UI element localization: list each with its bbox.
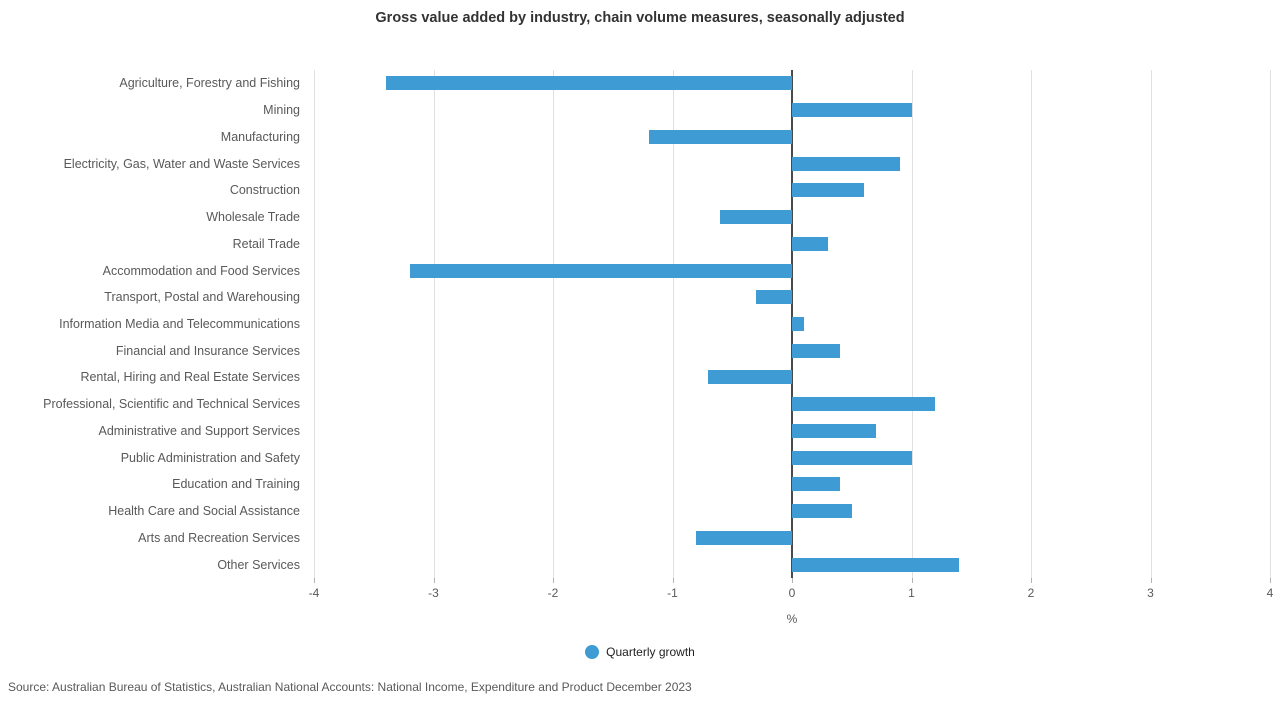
category-label: Construction xyxy=(229,183,300,198)
gridline-x-4 xyxy=(1270,70,1271,578)
gridline-x-1 xyxy=(911,70,913,578)
category-label: Electricity, Gas, Water and Waste Servic… xyxy=(63,156,300,171)
bar-manufacturing[interactable] xyxy=(648,129,792,144)
legend[interactable]: Quarterly growth xyxy=(0,645,1280,659)
bar-rental-hiring-and-real-estate-services[interactable] xyxy=(708,370,792,385)
bar-transport-postal-and-warehousing[interactable] xyxy=(756,290,792,305)
category-label: Transport, Postal and Warehousing xyxy=(104,290,300,305)
tick-label-x--1: -1 xyxy=(667,586,678,600)
gridline-x--2 xyxy=(553,70,554,578)
tick-mark-x-1 xyxy=(911,578,913,583)
tick-mark-x--2 xyxy=(553,578,554,583)
tick-mark-x--1 xyxy=(672,578,674,583)
tick-mark-x--3 xyxy=(433,578,435,583)
tick-mark-x-4 xyxy=(1270,578,1271,583)
tick-mark-x--4 xyxy=(314,578,315,583)
bar-wholesale-trade[interactable] xyxy=(720,210,792,225)
tick-label-x-0: 0 xyxy=(788,586,796,600)
category-label: Manufacturing xyxy=(220,129,300,144)
bar-education-and-training[interactable] xyxy=(792,477,840,492)
gridline-x--4 xyxy=(314,70,315,578)
bar-accommodation-and-food-services[interactable] xyxy=(409,263,792,278)
tick-label-x--3: -3 xyxy=(428,586,439,600)
gridline-x--1 xyxy=(672,70,674,578)
category-label: Agriculture, Forestry and Fishing xyxy=(119,76,300,91)
bar-construction[interactable] xyxy=(792,183,864,198)
gridline-x-3 xyxy=(1150,70,1152,578)
bar-mining[interactable] xyxy=(792,103,912,118)
category-label: Professional, Scientific and Technical S… xyxy=(43,397,300,412)
category-label: Financial and Insurance Services xyxy=(115,343,300,358)
tick-label-x-4: 4 xyxy=(1266,586,1274,600)
category-label: Other Services xyxy=(217,557,300,572)
category-label: Education and Training xyxy=(172,477,300,492)
bar-health-care-and-social-assistance[interactable] xyxy=(792,504,852,519)
category-labels: Agriculture, Forestry and Fishing Mining M… xyxy=(0,70,300,578)
gridline-x--3 xyxy=(433,70,435,578)
bar-professional-scientific-and-technical-services[interactable] xyxy=(792,397,936,412)
tick-label-x-1: 1 xyxy=(908,586,915,600)
plot-area: -4 -3 -2 -1 0 1 2 3 4% xyxy=(309,70,1273,626)
x-axis-unit-label: % xyxy=(786,612,798,626)
category-label: Mining xyxy=(263,103,300,118)
tick-mark-x-3 xyxy=(1150,578,1152,583)
category-label: Wholesale Trade xyxy=(206,210,300,225)
tick-label-x--4: -4 xyxy=(308,586,320,600)
category-label: Information Media and Telecommunications xyxy=(59,317,300,331)
bar-retail-trade[interactable] xyxy=(792,236,828,251)
bar-other-services[interactable] xyxy=(792,557,960,572)
tick-label-x-2: 2 xyxy=(1027,586,1035,600)
bar-agriculture-forestry-and-fishing[interactable] xyxy=(385,76,792,91)
tick-mark-x-2 xyxy=(1031,578,1032,583)
category-label: Health Care and Social Assistance xyxy=(108,504,300,519)
category-label: Arts and Recreation Services xyxy=(138,530,300,545)
legend-label: Quarterly growth xyxy=(606,645,695,659)
bar-public-administration-and-safety[interactable] xyxy=(792,450,912,465)
source-note: Source: Australian Bureau of Statistics,… xyxy=(8,680,692,694)
category-label: Administrative and Support Services xyxy=(98,423,300,438)
category-label: Rental, Hiring and Real Estate Services xyxy=(80,370,300,385)
bar-information-media-and-telecommunications[interactable] xyxy=(792,317,804,331)
tick-label-x-3: 3 xyxy=(1147,586,1154,600)
bar-financial-and-insurance-services[interactable] xyxy=(792,343,840,358)
bar-administrative-and-support-services[interactable] xyxy=(792,423,876,438)
category-label: Accommodation and Food Services xyxy=(102,263,300,278)
bar-arts-and-recreation-services[interactable] xyxy=(696,530,792,545)
tick-mark-x-0 xyxy=(792,578,793,583)
tick-label-x--2: -2 xyxy=(547,586,559,600)
category-label: Retail Trade xyxy=(232,236,300,251)
category-label: Public Administration and Safety xyxy=(120,450,300,465)
gridline-x-2 xyxy=(1031,70,1032,578)
legend-marker-icon xyxy=(585,645,600,659)
bar-electricity-gas-water-and-waste-services[interactable] xyxy=(792,156,900,171)
chart-title: Gross value added by industry, chain vol… xyxy=(375,10,905,26)
